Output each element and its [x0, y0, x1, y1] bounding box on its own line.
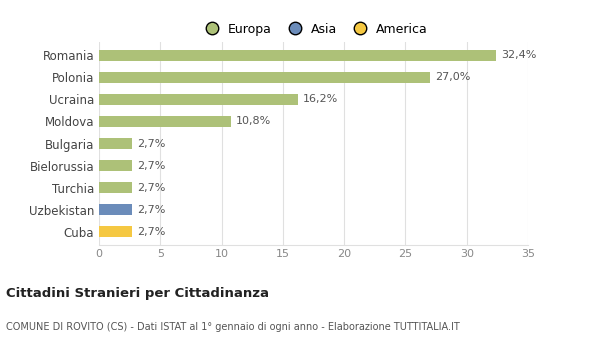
Text: Cittadini Stranieri per Cittadinanza: Cittadini Stranieri per Cittadinanza: [6, 287, 269, 300]
Bar: [99, 50, 496, 61]
Bar: [99, 138, 132, 149]
Text: 2,7%: 2,7%: [137, 161, 166, 170]
Text: 2,7%: 2,7%: [137, 183, 166, 193]
Bar: [99, 160, 132, 171]
Bar: [99, 94, 298, 105]
Bar: [99, 116, 232, 127]
Legend: Europa, Asia, America: Europa, Asia, America: [194, 18, 433, 41]
Text: 10,8%: 10,8%: [236, 117, 272, 126]
Bar: [99, 204, 132, 215]
Text: 2,7%: 2,7%: [137, 227, 166, 237]
Text: 2,7%: 2,7%: [137, 205, 166, 215]
Bar: [99, 182, 132, 193]
Bar: [99, 72, 430, 83]
Bar: [99, 226, 132, 237]
Text: 27,0%: 27,0%: [435, 72, 470, 82]
Text: 32,4%: 32,4%: [501, 50, 536, 60]
Text: COMUNE DI ROVITO (CS) - Dati ISTAT al 1° gennaio di ogni anno - Elaborazione TUT: COMUNE DI ROVITO (CS) - Dati ISTAT al 1°…: [6, 322, 460, 332]
Text: 16,2%: 16,2%: [302, 94, 338, 104]
Text: 2,7%: 2,7%: [137, 139, 166, 148]
